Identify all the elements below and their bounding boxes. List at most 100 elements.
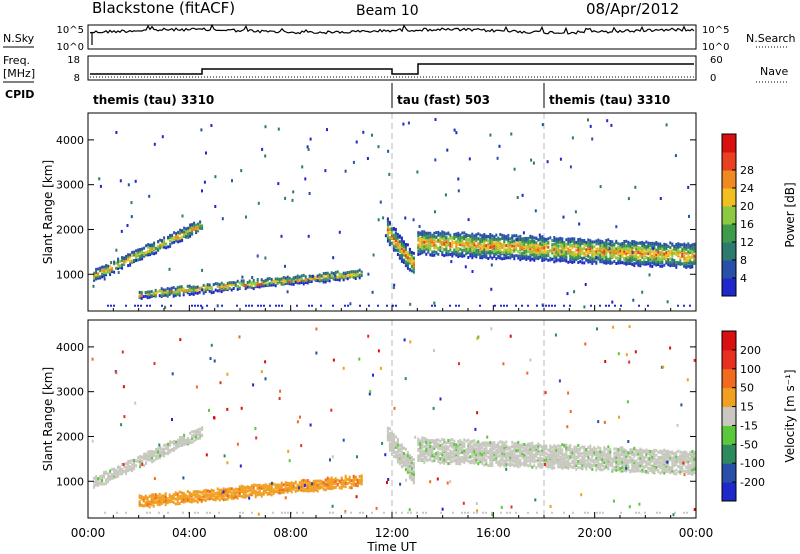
- echo-cell: [350, 482, 353, 486]
- echo-cell: [531, 253, 534, 256]
- echo-cell: [529, 450, 532, 454]
- echo-cell: [561, 464, 564, 468]
- echo-cell: [427, 458, 430, 462]
- echo-cell: [603, 256, 606, 260]
- echo-cell: [294, 489, 297, 493]
- echo-cell: [583, 239, 586, 242]
- freq-left-tick-bottom: 8: [74, 73, 80, 84]
- echo-cell: [593, 453, 596, 457]
- echo-cell: [477, 454, 480, 458]
- echo-cell: [481, 256, 484, 260]
- echo-cell: [503, 455, 506, 459]
- echo-cell: [158, 499, 161, 503]
- echo-cell: [109, 264, 112, 268]
- echo-cell: [138, 496, 141, 500]
- echo-cell: [591, 449, 594, 453]
- echo-cell: [419, 439, 422, 443]
- echo-cell: [275, 304, 277, 307]
- echo-cell: [220, 497, 223, 500]
- echo-cell: [613, 242, 616, 246]
- echo-cell: [515, 454, 518, 458]
- echo-cell: [481, 254, 484, 258]
- echo-cell: [477, 248, 480, 252]
- echo-cell: [579, 260, 582, 264]
- echo-cell: [153, 244, 156, 248]
- echo-cell: [505, 440, 508, 444]
- echo-cell: [240, 495, 243, 498]
- echo-cell: [278, 488, 281, 492]
- echo-cell: [515, 248, 518, 252]
- echo-cell: [443, 448, 446, 452]
- echo-cell: [193, 221, 196, 225]
- echo-cell: [561, 237, 564, 241]
- echo-cell: [555, 259, 558, 263]
- echo-cell: [392, 438, 395, 442]
- echo-cell: [388, 227, 391, 231]
- echo-cell: [659, 246, 662, 250]
- echo-cell: [176, 494, 179, 498]
- echo-cell: [195, 226, 198, 230]
- echo-cell: [276, 483, 279, 487]
- echo-cell: [587, 244, 590, 248]
- echo-cell: [157, 451, 160, 455]
- echo-cell: [180, 491, 183, 495]
- echo-cell: [653, 252, 656, 256]
- echo-cell: [623, 459, 626, 463]
- echo-cell: [324, 280, 327, 284]
- echo-cell: [607, 257, 610, 261]
- echo-cell: [465, 439, 468, 443]
- echo-cell: [246, 285, 249, 289]
- echo-cell: [505, 251, 508, 255]
- echo-cell: [194, 493, 197, 497]
- echo-cell: [396, 253, 399, 256]
- echo-cell: [101, 482, 104, 486]
- echo-cell: [421, 238, 424, 242]
- echo-cell: [551, 243, 554, 247]
- echo-cell: [519, 458, 522, 462]
- echo-cell: [264, 489, 267, 492]
- echo-cell: [489, 458, 492, 462]
- echo-cell: [198, 497, 201, 501]
- echo-cell: [164, 288, 167, 292]
- echo-cell: [421, 449, 424, 453]
- echo-cell: [197, 225, 200, 229]
- echo-cell: [493, 255, 496, 258]
- echo-cell: [529, 252, 532, 256]
- echo-cell: [453, 452, 456, 456]
- freq-left-tick-top: 18: [67, 55, 80, 66]
- echo-cell: [260, 282, 263, 286]
- echo-cell: [507, 240, 510, 244]
- echo-cell: [503, 443, 506, 447]
- echo-cell: [485, 462, 488, 466]
- echo-cell: [340, 482, 343, 486]
- echo-cell: [603, 446, 606, 450]
- echo-cell: [390, 432, 393, 435]
- echo-cell: [455, 235, 458, 239]
- echo-cell: [177, 240, 180, 244]
- echo-cell: [394, 227, 397, 231]
- echo-cell: [170, 495, 173, 498]
- echo-cell: [673, 244, 676, 248]
- echo-cell: [406, 470, 409, 474]
- echo-cell: [565, 252, 568, 256]
- echo-cell: [455, 233, 458, 237]
- echo-cell: [409, 302, 412, 306]
- echo-cell: [210, 495, 213, 499]
- echo-cell: [530, 158, 533, 162]
- echo-cell: [260, 486, 263, 490]
- echo-cell: [516, 196, 519, 199]
- echo-cell: [617, 461, 620, 465]
- echo-cell: [481, 247, 484, 251]
- echo-cell: [589, 457, 592, 461]
- echo-cell: [441, 455, 444, 459]
- echo-cell: [356, 478, 359, 482]
- echo-cell: [386, 304, 388, 307]
- echo-cell: [150, 294, 153, 298]
- echo-cell: [221, 304, 223, 307]
- echo-cell: [196, 495, 199, 499]
- echo-cell: [569, 252, 572, 255]
- echo-cell: [236, 287, 239, 291]
- y-tick-label: 2000: [56, 223, 84, 236]
- echo-cell: [388, 238, 391, 242]
- echo-cell: [406, 464, 409, 468]
